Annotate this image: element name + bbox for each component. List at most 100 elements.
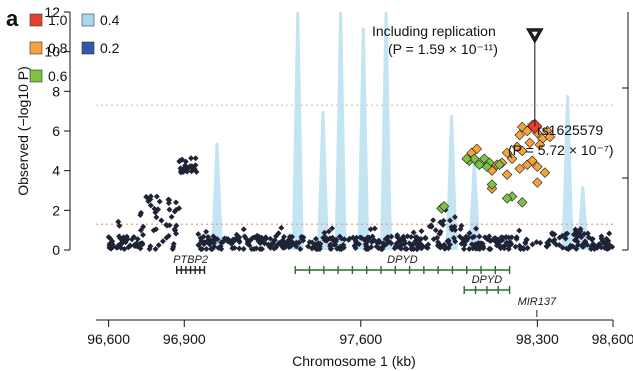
snp-point [163, 234, 170, 241]
snp-point [214, 236, 221, 243]
snp-point [170, 243, 177, 250]
snp-point [195, 231, 202, 238]
snp-point [516, 227, 523, 234]
snp-point [147, 196, 154, 203]
snp-point [450, 235, 457, 241]
snp-point [272, 244, 279, 251]
ld-snp-point [516, 145, 528, 157]
snp-point [490, 236, 497, 243]
snp-point [353, 234, 360, 241]
snp-point [140, 231, 146, 238]
recombination-peak [380, 12, 393, 250]
snp-point [179, 168, 186, 175]
x-tick-label: 97,600 [339, 331, 382, 347]
snp-point [203, 228, 210, 235]
snp-point [143, 193, 150, 200]
axes: 0 2 4 6 8 10 12 96,600 96,900 97,600 98,300 98,600 C… [15, 4, 633, 369]
snp-point [163, 222, 170, 229]
snp-point [400, 235, 407, 242]
snp-point [244, 240, 251, 247]
snp-point [432, 227, 439, 234]
snp-point [199, 246, 206, 252]
ld-snp-point [501, 169, 513, 180]
snp-point [412, 234, 419, 241]
recombination-peak [334, 12, 347, 250]
snp-point [410, 229, 417, 236]
snp-point [402, 245, 409, 252]
snp-point [371, 237, 378, 244]
snp-point [173, 222, 180, 229]
snp-point [166, 206, 173, 213]
snp-point [176, 158, 183, 165]
snp-point [231, 244, 238, 251]
snp-point [430, 217, 437, 224]
snp-point [426, 223, 433, 230]
y-axis-title: Observed (−log10 P) [15, 66, 31, 196]
snp-point [436, 230, 443, 237]
snp-point [382, 236, 389, 243]
recombination-peak [316, 111, 329, 251]
y-tick-label: 10 [44, 44, 60, 60]
snp-point [322, 235, 329, 242]
snp-point [153, 214, 160, 221]
legend-swatch [29, 69, 43, 83]
snp-point [165, 200, 172, 207]
legend-label: 0.6 [48, 68, 68, 84]
snp-point [137, 240, 144, 247]
snp-point [458, 240, 465, 247]
ld-snp-point [501, 147, 513, 159]
ld-snp-point [461, 153, 472, 164]
snp-point [316, 243, 323, 250]
snp-point [376, 239, 383, 246]
snp-point [367, 226, 374, 233]
snp-point [501, 245, 508, 252]
legend-swatch [29, 13, 43, 27]
replication-marker-inner [531, 31, 538, 37]
snp-point [189, 163, 196, 170]
snp-point [473, 225, 480, 232]
ld-snp-point [544, 131, 556, 143]
snp-point [476, 233, 483, 240]
snp-point [173, 199, 179, 206]
y-tick-label: 2 [52, 202, 60, 218]
snp-point [368, 244, 375, 251]
recombination-rate-layer [211, 12, 589, 251]
ld-snp-point [438, 201, 450, 212]
legend-label: 0.4 [100, 12, 120, 28]
x-tick-label: 98,600 [592, 331, 633, 347]
snp-point [503, 239, 510, 246]
gene-label: PTBP2 [173, 254, 208, 266]
snp-point [251, 246, 258, 252]
legend-swatch [29, 41, 43, 55]
snp-point [414, 245, 421, 252]
legend-swatch [81, 13, 95, 27]
snp-point [206, 241, 213, 248]
snp-point [393, 243, 400, 250]
snp-point [281, 233, 287, 240]
snp-point [129, 236, 136, 243]
snp-point [153, 226, 159, 233]
snp-point [371, 225, 378, 232]
ld-snp-point [501, 193, 513, 204]
snp-point [241, 233, 248, 240]
x-tick-label: 98,300 [516, 331, 559, 347]
snp-point [275, 230, 282, 237]
snp-point [422, 235, 429, 242]
y-tick-label: 6 [52, 123, 60, 139]
ld-snp-point [516, 197, 528, 208]
ld-snp-point [469, 153, 480, 164]
snp-point [408, 233, 415, 240]
snp-point [452, 227, 459, 234]
snp-point [197, 235, 204, 242]
snp-point [158, 217, 165, 224]
snp-point [231, 238, 238, 244]
ld-snp-point [474, 159, 485, 170]
snp-point [394, 232, 401, 239]
snp-point [240, 226, 247, 233]
y-tick-label: 8 [52, 83, 60, 99]
snp-point [398, 245, 405, 252]
snp-point [188, 155, 195, 162]
snp-point [352, 245, 359, 251]
snp-point [140, 223, 147, 230]
